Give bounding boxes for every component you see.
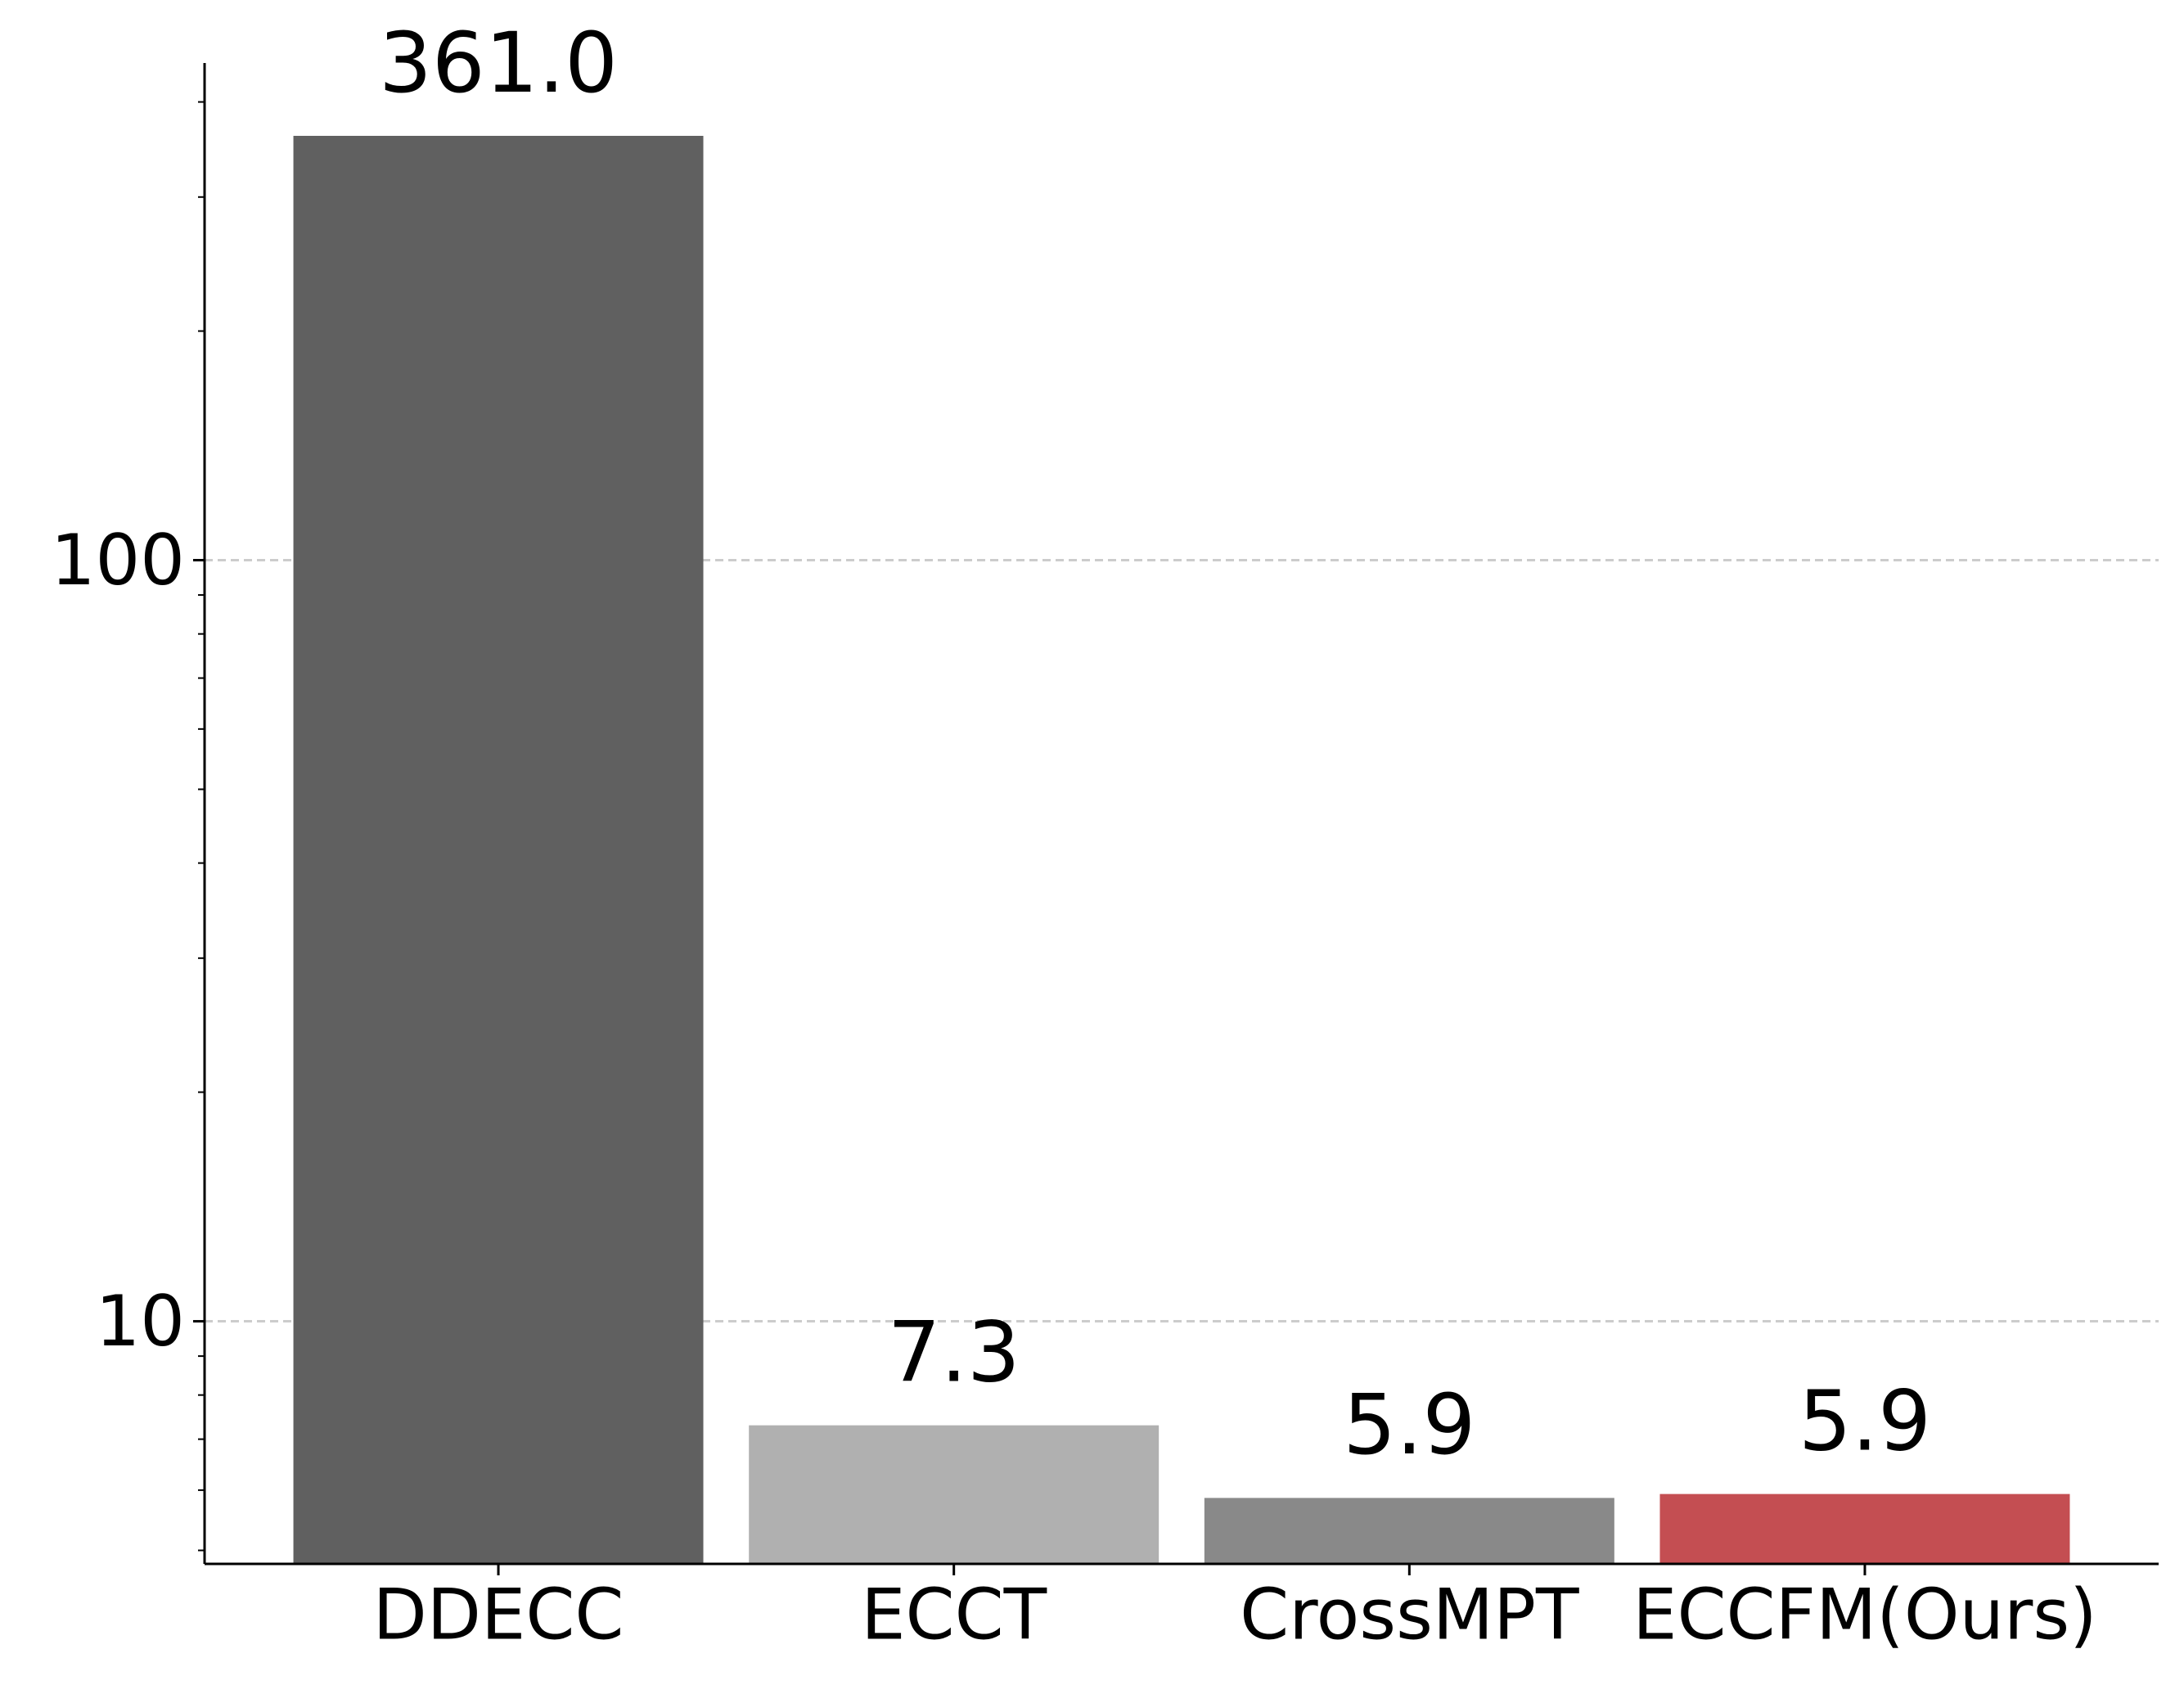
x-tick-label: ECCT: [861, 1574, 1047, 1656]
value-label: 5.9: [1343, 1376, 1475, 1474]
value-label: 5.9: [1799, 1372, 1931, 1470]
y-tick-label: 100: [51, 520, 185, 601]
x-tick-label: ECCFM(Ours): [1632, 1574, 2097, 1656]
y-tick-label: 10: [96, 1281, 185, 1363]
bar: [749, 1425, 1160, 1564]
value-label: 7.3: [888, 1304, 1020, 1401]
bar: [1204, 1498, 1614, 1564]
bar: [1659, 1494, 2070, 1564]
x-tick-label: CrossMPT: [1240, 1574, 1579, 1656]
x-tick-label: DDECC: [373, 1574, 624, 1656]
bar: [293, 136, 704, 1565]
value-label: 361.0: [379, 15, 618, 112]
